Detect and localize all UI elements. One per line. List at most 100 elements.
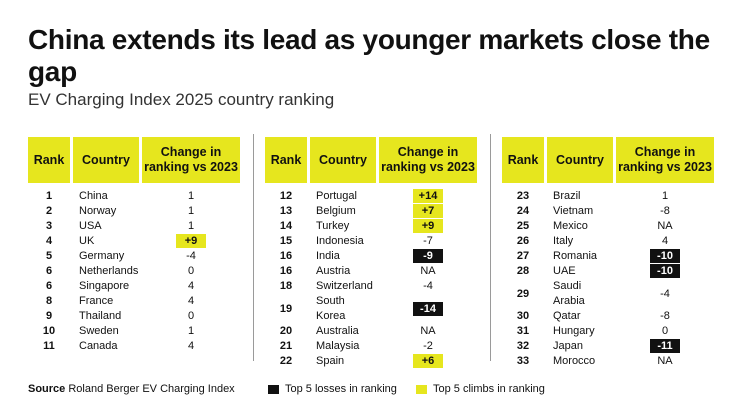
rank-cell: 5 bbox=[45, 250, 53, 262]
rank-cell: 22 bbox=[279, 355, 293, 367]
table-row: 6 Netherlands 0 bbox=[28, 264, 240, 279]
country-cell: Thailand bbox=[79, 310, 122, 322]
loss-badge: -14 bbox=[413, 301, 443, 316]
change-cell: +9 bbox=[142, 234, 240, 249]
ranking-table: Rank Country Change in ranking vs 2023 12 Po… bbox=[262, 137, 480, 369]
table-row: 23 Brazil 1 bbox=[502, 183, 714, 204]
climb-badge: +7 bbox=[413, 204, 443, 218]
rank-cell: 13 bbox=[279, 205, 293, 217]
country-cell: Romania bbox=[553, 250, 598, 262]
table-row: 11 Canada 4 bbox=[28, 339, 240, 354]
table-row: 10 Sweden 1 bbox=[28, 324, 240, 339]
country-cell: Indonesia bbox=[316, 235, 364, 247]
country-header: Country bbox=[73, 137, 139, 183]
ranking-table: Rank Country Change in ranking vs 2023 1 Chi… bbox=[25, 137, 243, 354]
table-row: 16 India -9 bbox=[265, 249, 477, 264]
table-row: 29 Saudi Arabia -4 bbox=[502, 279, 714, 309]
country-cell: Germany bbox=[79, 250, 125, 262]
table-row: 1 China 1 bbox=[28, 183, 240, 204]
table-row: 9 Thailand 0 bbox=[28, 309, 240, 324]
rank-cell: 2 bbox=[45, 205, 53, 217]
country-cell: Australia bbox=[316, 325, 359, 337]
table-row: 21 Malaysia -2 bbox=[265, 339, 477, 354]
country-cell: Sweden bbox=[79, 325, 119, 337]
rank-header: Rank bbox=[265, 137, 307, 183]
panel-divider bbox=[253, 134, 254, 361]
table-row: 14 Turkey +9 bbox=[265, 219, 477, 234]
country-cell: Morocco bbox=[553, 355, 596, 367]
country-cell: Netherlands bbox=[79, 265, 139, 277]
change-cell: -14 bbox=[379, 294, 477, 324]
table-row: 27 Romania -10 bbox=[502, 249, 714, 264]
header-row: Rank Country Change in ranking vs 2023 bbox=[28, 137, 240, 183]
table-row: 30 Qatar -8 bbox=[502, 309, 714, 324]
change-cell: 0 bbox=[187, 310, 195, 322]
legend-climbs-label: Top 5 climbs in ranking bbox=[433, 383, 545, 395]
country-cell: Brazil bbox=[553, 190, 581, 202]
country-cell: Saudi Arabia bbox=[553, 280, 585, 307]
table-row: 18 Switzerland -4 bbox=[265, 279, 477, 294]
change-cell: NA bbox=[420, 265, 436, 277]
change-cell: -7 bbox=[423, 235, 433, 247]
table-row: 15 Indonesia -7 bbox=[265, 234, 477, 249]
table-row: 20 Australia NA bbox=[265, 324, 477, 339]
change-header: Change in ranking vs 2023 bbox=[379, 137, 477, 183]
country-cell: Portugal bbox=[316, 190, 357, 202]
change-cell: 4 bbox=[187, 280, 195, 292]
rank-cell: 32 bbox=[516, 340, 530, 352]
change-cell: NA bbox=[420, 325, 436, 337]
rank-cell: 18 bbox=[279, 280, 293, 292]
change-cell: 4 bbox=[187, 340, 195, 352]
rank-cell: 12 bbox=[279, 190, 293, 202]
table-row: 2 Norway 1 bbox=[28, 204, 240, 219]
table-row: 28 UAE -10 bbox=[502, 264, 714, 279]
country-cell: Turkey bbox=[316, 220, 350, 232]
table-row: 25 Mexico NA bbox=[502, 219, 714, 234]
table-row: 19 South Korea -14 bbox=[265, 294, 477, 324]
change-cell: NA bbox=[657, 220, 673, 232]
table-row: 12 Portugal +14 bbox=[265, 183, 477, 204]
change-cell: -11 bbox=[616, 339, 714, 354]
table-row: 5 Germany -4 bbox=[28, 249, 240, 264]
country-cell: Italy bbox=[553, 235, 574, 247]
loss-badge: -10 bbox=[650, 264, 680, 278]
rank-cell: 26 bbox=[516, 235, 530, 247]
table-row: 22 Spain +6 bbox=[265, 354, 477, 369]
change-cell: 4 bbox=[187, 295, 195, 307]
country-cell: Vietnam bbox=[553, 205, 594, 217]
rank-cell: 11 bbox=[43, 340, 55, 352]
legend-losses-label: Top 5 losses in ranking bbox=[285, 383, 397, 395]
table-row: 32 Japan -11 bbox=[502, 339, 714, 354]
legend-climbs-swatch bbox=[416, 384, 427, 394]
country-cell: Malaysia bbox=[316, 340, 360, 352]
country-cell: USA bbox=[79, 220, 102, 232]
change-cell: 1 bbox=[661, 190, 669, 202]
rank-header: Rank bbox=[28, 137, 70, 183]
climb-badge: +14 bbox=[413, 189, 443, 203]
rank-cell: 27 bbox=[516, 250, 530, 262]
rank-cell: 15 bbox=[279, 235, 293, 247]
table-row: 3 USA 1 bbox=[28, 219, 240, 234]
change-cell: -4 bbox=[660, 287, 670, 300]
country-cell: Austria bbox=[316, 265, 351, 277]
chart-title: China extends its lead as younger market… bbox=[28, 24, 710, 87]
change-cell: 1 bbox=[187, 220, 195, 232]
table-row: 6 Singapore 4 bbox=[28, 279, 240, 294]
loss-badge: -10 bbox=[650, 249, 680, 263]
source-text: Roland Berger EV Charging Index bbox=[68, 383, 235, 395]
ranking-panel-1: Rank Country Change in ranking vs 2023 1 Chi… bbox=[28, 137, 243, 354]
climb-badge: +6 bbox=[413, 354, 443, 368]
ranking-panel-2: Rank Country Change in ranking vs 2023 12 Po… bbox=[265, 137, 480, 369]
change-cell: -10 bbox=[616, 249, 714, 264]
chart-subtitle: EV Charging Index 2025 country ranking bbox=[28, 90, 335, 109]
table-row: 16 Austria NA bbox=[265, 264, 477, 279]
change-cell: +7 bbox=[379, 204, 477, 219]
table-row: 24 Vietnam -8 bbox=[502, 204, 714, 219]
rank-cell: 31 bbox=[516, 325, 530, 337]
table-row: 13 Belgium +7 bbox=[265, 204, 477, 219]
rank-cell: 33 bbox=[516, 355, 530, 367]
country-cell: Hungary bbox=[553, 325, 595, 337]
change-header: Change in ranking vs 2023 bbox=[142, 137, 240, 183]
country-header: Country bbox=[310, 137, 376, 183]
country-cell: Spain bbox=[316, 355, 345, 367]
